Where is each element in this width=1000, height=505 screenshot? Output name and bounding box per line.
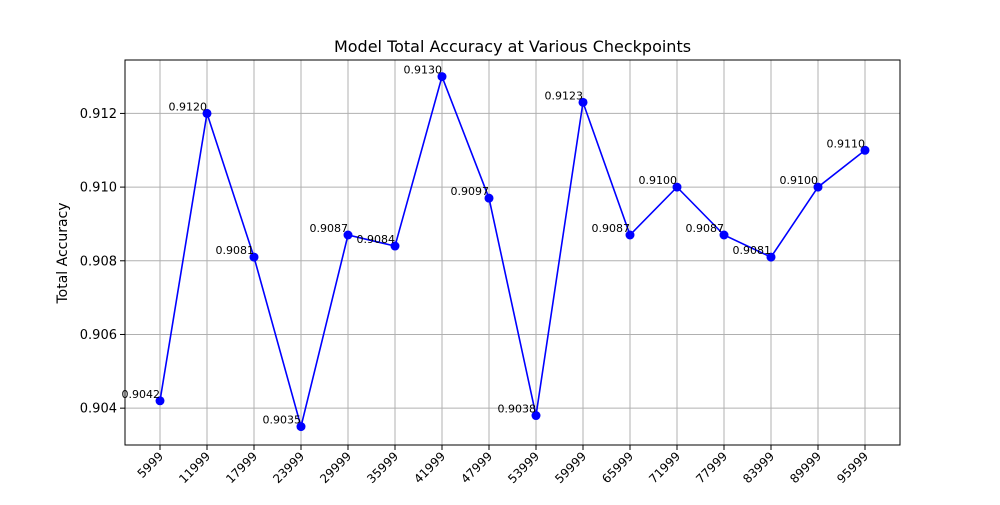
data-point — [531, 411, 541, 421]
data-point — [719, 230, 729, 240]
data-series — [155, 72, 870, 432]
x-tick-label: 17999 — [223, 449, 260, 486]
data-point — [155, 396, 165, 406]
data-label: 0.9097 — [451, 185, 490, 198]
y-tick-label: 0.906 — [80, 328, 117, 343]
data-label: 0.9087 — [310, 222, 349, 235]
x-tick-label: 35999 — [364, 449, 401, 486]
x-tick-label: 41999 — [411, 449, 448, 486]
data-point — [296, 422, 306, 432]
chart-title: Model Total Accuracy at Various Checkpoi… — [334, 37, 691, 56]
data-point — [625, 230, 635, 240]
plot-frame — [124, 59, 901, 446]
data-label: 0.9100 — [639, 174, 678, 187]
x-tick-label: 77999 — [693, 449, 730, 486]
y-tick-label: 0.904 — [80, 402, 117, 417]
data-point — [860, 145, 870, 155]
data-label: 0.9123 — [545, 89, 584, 102]
data-label: 0.9130 — [404, 64, 443, 77]
data-point — [578, 97, 588, 107]
data-point — [390, 241, 400, 251]
data-label: 0.9081 — [733, 244, 772, 257]
x-tick-label: 29999 — [317, 449, 354, 486]
data-label: 0.9100 — [780, 174, 819, 187]
x-tick-label: 59999 — [552, 449, 589, 486]
x-tick-label: 89999 — [787, 449, 824, 486]
series-line — [159, 74, 866, 430]
data-label: 0.9087 — [592, 222, 631, 235]
x-tick-label: 53999 — [505, 449, 542, 486]
y-axis-label: Total Accuracy — [55, 202, 71, 304]
data-point — [437, 72, 447, 82]
data-label: 0.9110 — [827, 137, 866, 150]
x-tick-label: 5999 — [135, 449, 166, 480]
y-tick-label: 0.910 — [80, 181, 117, 196]
data-point — [343, 230, 353, 240]
x-tick-label: 23999 — [270, 449, 307, 486]
data-label: 0.9035 — [263, 414, 302, 427]
data-label: 0.9120 — [169, 100, 208, 113]
x-tick-label: 11999 — [176, 449, 213, 486]
y-tick-label: 0.908 — [80, 254, 117, 269]
data-point — [766, 252, 776, 262]
y-tick-label: 0.912 — [80, 107, 117, 122]
data-point — [672, 182, 682, 192]
data-label: 0.9081 — [216, 244, 255, 257]
data-point — [249, 252, 259, 262]
data-point — [202, 108, 212, 118]
x-tick-label: 95999 — [834, 449, 871, 486]
data-label: 0.9084 — [357, 233, 396, 246]
data-labels: 0.9042 0.9120 0.9081 0.9035 0.9087 0.9084 0.91… — [122, 64, 866, 427]
x-tick-label: 83999 — [740, 449, 777, 486]
x-tick-label: 65999 — [599, 449, 636, 486]
x-tick-label: 71999 — [646, 449, 683, 486]
data-point — [484, 193, 494, 203]
data-label: 0.9042 — [122, 388, 161, 401]
x-tick-label: 47999 — [458, 449, 495, 486]
data-label: 0.9038 — [498, 403, 537, 416]
data-point — [813, 182, 823, 192]
data-label: 0.9087 — [686, 222, 725, 235]
